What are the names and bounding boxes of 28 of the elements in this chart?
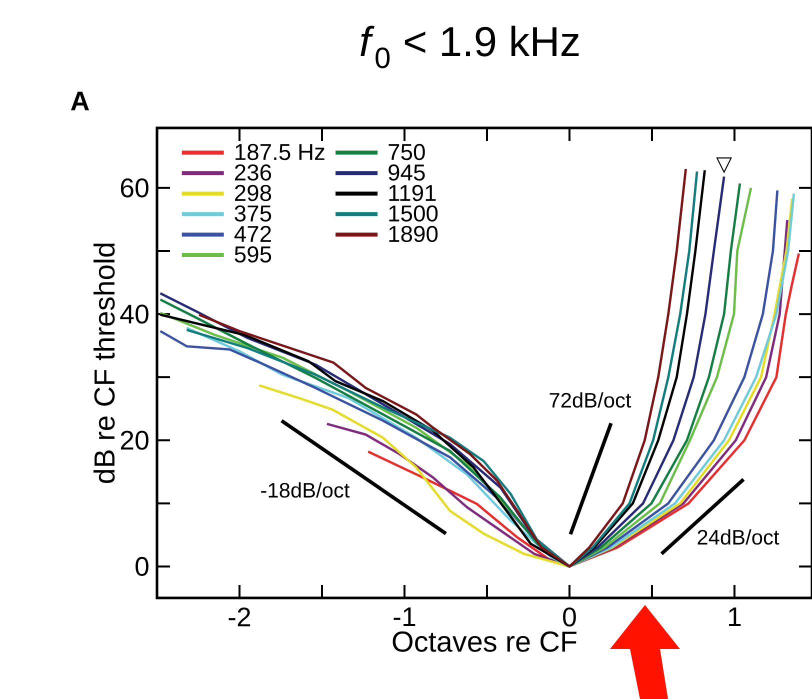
chart-title: f$_{0}$ < 1.9 kHz bbox=[360, 26, 579, 68]
y-tick-label: 0 bbox=[136, 556, 148, 576]
line-series bbox=[366, 252, 800, 568]
legend-label: 236 bbox=[234, 164, 272, 181]
x-axis-title: Octaves re CF bbox=[392, 631, 576, 652]
legend-label: 298 bbox=[234, 184, 272, 202]
legend-label: 1191 bbox=[389, 184, 436, 202]
legend-label: 750 bbox=[388, 144, 425, 160]
x-tick-label: 1 bbox=[729, 607, 741, 626]
x-tick-label: 0 bbox=[563, 608, 576, 627]
legend-label: 187.5 Hz bbox=[236, 144, 324, 160]
y-tick-label: 20 bbox=[120, 430, 148, 450]
legend-label: 945 bbox=[388, 164, 425, 181]
x-tick-label: -2 bbox=[228, 608, 250, 626]
legend-label: 472 bbox=[234, 226, 271, 242]
legend-label: 375 bbox=[234, 205, 272, 222]
annotation: 72dB/oct bbox=[550, 392, 632, 408]
y-tick-label: 40 bbox=[120, 304, 148, 324]
y-tick-label: 60 bbox=[120, 178, 148, 198]
annotation: ▽ bbox=[716, 157, 732, 174]
text: A bbox=[70, 92, 90, 110]
y-axis-title: dB re CF threshold bbox=[94, 244, 115, 483]
legend-label: 595 bbox=[234, 246, 272, 263]
legend-label: 1890 bbox=[389, 226, 438, 242]
annotation: 24dB/oct bbox=[698, 529, 780, 545]
legend-label: 1500 bbox=[389, 205, 438, 222]
annotation: -18dB/oct bbox=[261, 482, 350, 498]
x-tick-label: -1 bbox=[394, 607, 416, 626]
